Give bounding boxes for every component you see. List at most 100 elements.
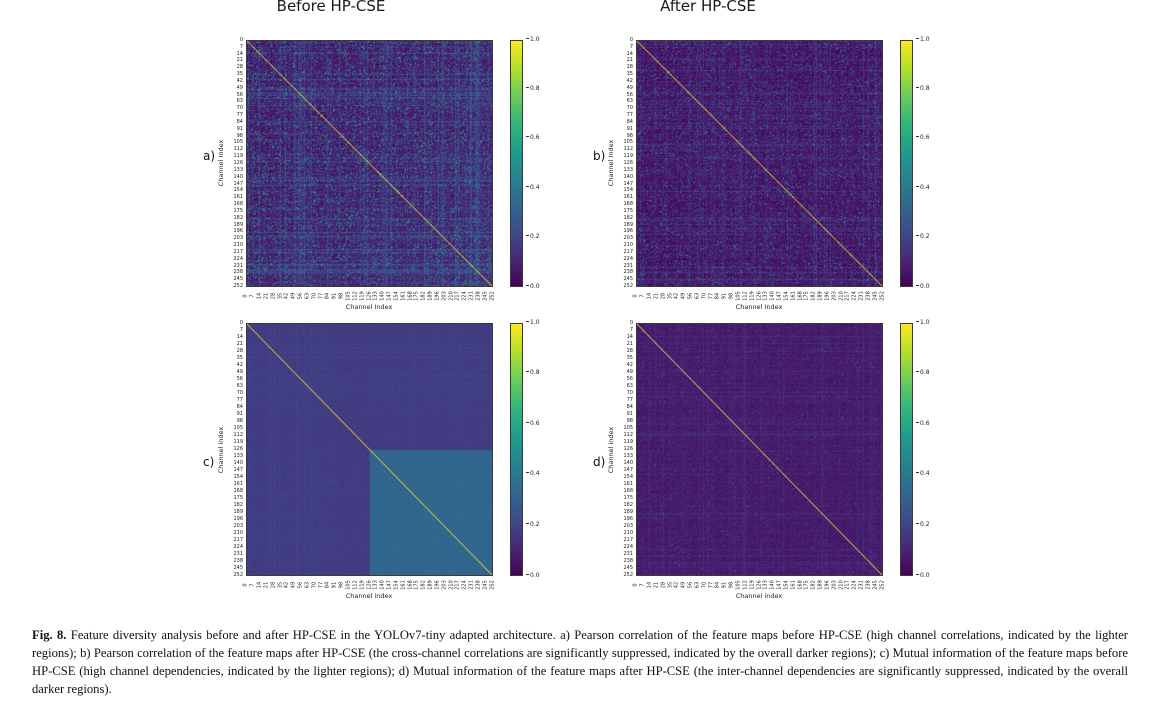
y-tick-label: 119 (233, 439, 243, 445)
y-tick-label: 77 (626, 397, 633, 403)
y-tick-label: 182 (233, 214, 243, 221)
column-title-after: After HP-CSE (660, 0, 756, 15)
y-tick-label: 238 (623, 558, 633, 564)
y-tick-label: 224 (623, 544, 633, 550)
y-tick-label: 0 (629, 320, 633, 326)
panel-c-colorbar (510, 323, 523, 576)
colorbar-tick-label: 0.4 (916, 471, 930, 477)
x-tick-label: 112 (742, 580, 749, 590)
colorbar-tick-label: 0.2 (526, 521, 540, 528)
y-tick-label: 217 (233, 248, 243, 255)
y-tick-label: 154 (233, 187, 243, 194)
panel-c-letter: c) (203, 455, 215, 469)
y-tick-label: 105 (623, 425, 633, 431)
y-tick-label: 35 (236, 71, 243, 78)
panel-c-heatmap-canvas (246, 323, 493, 576)
y-tick-label: 154 (623, 474, 633, 480)
colorbar-tick-label: 0.8 (916, 370, 930, 376)
y-tick-label: 217 (623, 537, 633, 543)
y-tick-label: 196 (233, 228, 243, 235)
y-tick-label: 175 (233, 495, 243, 501)
y-tick-label: 210 (623, 530, 633, 536)
y-tick-label: 42 (626, 77, 633, 84)
x-tick-label: 196 (824, 580, 831, 590)
y-tick-label: 140 (623, 460, 633, 466)
x-tick-label: 91 (721, 581, 728, 589)
panel-d-y-axis-label: Channel index (607, 426, 615, 474)
x-tick-label: 210 (838, 580, 844, 590)
x-tick-label: 252 (879, 580, 885, 590)
panel-c-y-ticks: 0 7 14 21 28 35 42 49 56 63 70 77 84 91 98 105 112 119 126… (225, 321, 243, 578)
y-tick-label: 161 (623, 481, 633, 487)
y-tick-label: 98 (236, 418, 243, 424)
y-tick-label: 140 (623, 173, 633, 180)
y-tick-label: 98 (236, 132, 243, 139)
y-tick-label: 182 (623, 502, 633, 508)
y-tick-label: 56 (236, 91, 243, 98)
y-tick-label: 63 (626, 383, 633, 389)
y-tick-label: 210 (233, 242, 243, 248)
y-tick-label: 42 (626, 362, 633, 368)
colorbar-tick-label: 0.4 (526, 471, 540, 477)
y-tick-label: 35 (626, 355, 633, 361)
colorbar-tick-label: 0.6 (916, 420, 930, 427)
y-tick-label: 28 (236, 64, 243, 71)
colorbar-tick-label: 0.0 (916, 572, 930, 579)
x-tick-label: 238 (865, 580, 872, 590)
y-tick-label: 112 (623, 432, 633, 438)
x-tick-label: 182 (810, 580, 817, 590)
y-tick-label: 252 (623, 283, 633, 289)
y-tick-label: 231 (233, 551, 243, 557)
colorbar-tick-label: 0.2 (526, 234, 540, 240)
y-tick-label: 49 (626, 369, 633, 375)
y-tick-label: 147 (623, 180, 633, 187)
colorbar-tick-label: 0.2 (916, 234, 930, 240)
colorbar-tick-label: 0.2 (916, 521, 930, 528)
x-tick-label: 168 (797, 580, 803, 590)
y-tick-label: 63 (236, 383, 243, 389)
x-tick-label: 77 (708, 581, 715, 589)
y-tick-label: 168 (623, 488, 633, 494)
y-tick-label: 84 (626, 118, 633, 125)
y-tick-label: 119 (623, 153, 633, 160)
y-tick-label: 168 (233, 488, 243, 494)
y-tick-label: 49 (236, 84, 243, 91)
x-tick-label: 98 (728, 581, 735, 589)
y-tick-label: 140 (233, 460, 243, 466)
y-tick-label: 224 (623, 255, 633, 262)
y-tick-label: 238 (233, 269, 243, 276)
y-tick-label: 203 (623, 523, 633, 529)
x-tick-label: 203 (831, 580, 838, 590)
x-tick-label: 28 (660, 581, 667, 589)
x-tick-label: 84 (714, 581, 721, 589)
y-tick-label: 70 (236, 390, 243, 396)
y-tick-label: 105 (233, 425, 243, 431)
y-tick-label: 245 (623, 565, 633, 571)
x-tick-label: 119 (749, 580, 756, 590)
y-tick-label: 168 (623, 201, 633, 207)
x-tick-label: 21 (653, 581, 660, 589)
y-tick-label: 126 (623, 446, 633, 452)
figure-caption-prefix: Fig. 8. (32, 628, 67, 642)
colorbar-tick-label: 1.0 (526, 36, 540, 43)
y-tick-label: 42 (236, 77, 243, 84)
y-tick-label: 140 (233, 173, 243, 180)
y-tick-label: 14 (236, 50, 243, 57)
colorbar-tick-label: 1.0 (526, 319, 540, 326)
y-tick-label: 252 (233, 283, 243, 289)
panel-d-x-ticks: 0 7 14 21 28 35 42 49 56 63 70 77 84 91 98 105 112 119 126… (633, 578, 885, 592)
x-tick-label: 42 (673, 581, 680, 589)
colorbar-tick-label: 0.4 (916, 184, 930, 191)
panel-a-colorbar (510, 40, 523, 287)
x-tick-label: 105 (735, 580, 742, 590)
colorbar-tick-label: 0.0 (526, 572, 540, 579)
y-tick-label: 182 (623, 214, 633, 221)
y-tick-label: 231 (623, 551, 633, 557)
y-tick-label: 224 (233, 255, 243, 262)
y-tick-label: 91 (236, 125, 243, 132)
y-tick-label: 63 (626, 98, 633, 105)
y-tick-label: 91 (626, 411, 633, 417)
panel-c-colorbar-ticks: 1.0 0.8 0.6 0.4 0.2 0.0 (526, 319, 550, 579)
panel-c-x-axis-label: Channel index (345, 592, 393, 600)
y-tick-label: 147 (623, 467, 633, 473)
